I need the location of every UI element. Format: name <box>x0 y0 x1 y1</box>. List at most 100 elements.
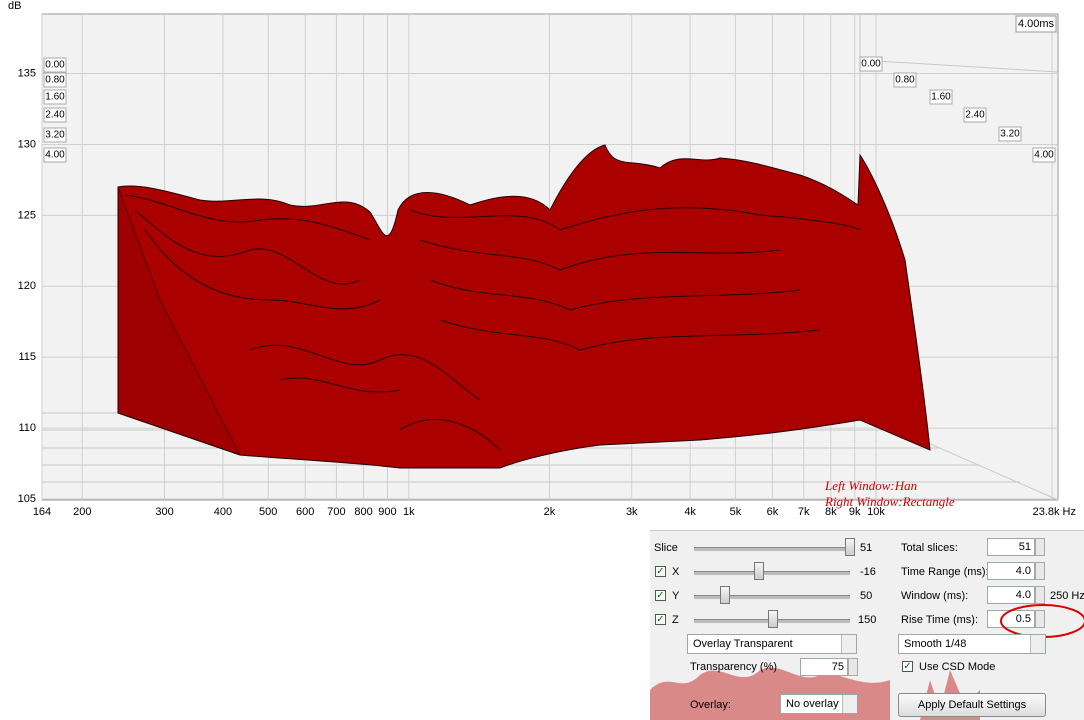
slider-track <box>694 571 850 575</box>
time-tick-label: 3.20 <box>1000 129 1020 140</box>
x-tick-label: 8k <box>825 506 837 518</box>
slider[interactable] <box>845 538 855 556</box>
checkbox[interactable]: ✓ <box>655 590 666 601</box>
y-tick-label: 120 <box>18 280 36 292</box>
annotation: Left Window:Han <box>824 478 917 493</box>
input[interactable]: 4.0 <box>987 586 1035 604</box>
time-tick-label: 2.40 <box>45 110 65 121</box>
y-unit: dB <box>8 0 21 12</box>
x-tick-label: 400 <box>214 506 232 518</box>
time-tick-label: 0.80 <box>45 75 65 86</box>
spinner[interactable] <box>848 658 858 676</box>
label: X <box>672 566 680 578</box>
time-tick-label: 0.80 <box>895 75 915 86</box>
x-tick-label: 4k <box>684 506 696 518</box>
value: 51 <box>860 542 873 554</box>
time-tick-box <box>43 107 67 123</box>
time-tick-box <box>963 107 987 123</box>
x-tick-label: 23.8k Hz <box>1033 506 1076 518</box>
x-tick-label: 800 <box>354 506 372 518</box>
label: Overlay: <box>690 699 731 711</box>
time-ticks: 0.00 0.00 0.80 0.80 1.60 1.60 2.40 2.40 3.20 3.20… <box>43 56 1056 163</box>
time-tick-box <box>893 72 917 88</box>
checkbox[interactable]: ✓ <box>655 566 666 577</box>
time-tick-box <box>929 89 953 105</box>
time-tick-box <box>43 57 67 73</box>
label: Rise Time (ms): <box>901 614 978 626</box>
button[interactable]: Apply Default Settings <box>898 693 1046 717</box>
waterfall-surface <box>117 144 931 469</box>
slider[interactable] <box>768 610 778 628</box>
checkbox[interactable]: ✓ <box>902 661 913 672</box>
controls-panel: Slice 51 ✓ X -16 ✓ Y 50 ✓ Z 150 Total sl… <box>650 530 1084 720</box>
time-tick-box <box>859 56 883 72</box>
time-tick-box <box>43 127 67 143</box>
input[interactable]: 51 <box>987 538 1035 556</box>
label: Window (ms): <box>901 590 969 602</box>
x-tick-label: 700 <box>327 506 345 518</box>
value: 150 <box>858 614 877 626</box>
x-tick-label: 6k <box>767 506 779 518</box>
time-tick-box <box>1032 147 1056 163</box>
time-tick-label: 0.00 <box>45 60 65 71</box>
x-tick-label: 5k <box>730 506 742 518</box>
dropdown[interactable]: Overlay Transparent <box>687 634 857 654</box>
input[interactable]: 0.5 <box>987 610 1035 628</box>
label: Transparency (%) <box>690 661 778 673</box>
dropdown[interactable]: No overlay <box>780 694 858 714</box>
spinner[interactable] <box>1035 562 1045 580</box>
x-tick-label: 9k <box>849 506 861 518</box>
slider[interactable] <box>754 562 764 580</box>
y-tick-label: 115 <box>18 351 36 363</box>
spinner[interactable] <box>1035 586 1045 604</box>
y-tick-label: 105 <box>18 493 36 505</box>
label: Z <box>672 614 679 626</box>
label: Use CSD Mode <box>919 661 996 673</box>
x-tick-label: 1k <box>403 506 415 518</box>
input[interactable]: 75 <box>800 658 848 676</box>
annotation: Right Window:Rectangle <box>824 494 955 509</box>
x-tick-label: 600 <box>296 506 314 518</box>
label: Time Range (ms): <box>901 566 989 578</box>
waterfall-plot: 0.00 0.00 0.80 0.80 1.60 1.60 2.40 2.40 3.20 3.20… <box>8 0 1076 518</box>
spinner[interactable] <box>1035 610 1045 628</box>
y-tick-label: 130 <box>18 138 36 150</box>
y-tick-label: 125 <box>18 209 36 221</box>
x-tick-label: 10k <box>867 506 885 518</box>
x-tick-label: 200 <box>73 506 91 518</box>
time-label-box <box>1015 15 1057 33</box>
slider[interactable] <box>720 586 730 604</box>
x-tick-label: 164 <box>33 506 51 518</box>
label: Y <box>672 590 680 602</box>
value: -16 <box>860 566 876 578</box>
slider-track <box>694 595 850 599</box>
value: 50 <box>860 590 873 602</box>
input[interactable]: 4.0 <box>987 562 1035 580</box>
x-tick-label: 7k <box>798 506 810 518</box>
x-tick-label: 900 <box>378 506 396 518</box>
x-tick-label: 500 <box>259 506 277 518</box>
time-tick-label: 1.60 <box>931 92 951 103</box>
time-tick-box <box>43 72 67 88</box>
dropdown[interactable]: Smooth 1/48 <box>898 634 1046 654</box>
spinner[interactable] <box>1035 538 1045 556</box>
time-tick-box <box>998 126 1022 142</box>
x-tick-label: 2k <box>544 506 556 518</box>
slider-track <box>694 547 850 551</box>
time-label: 4.00ms <box>1018 18 1055 30</box>
time-tick-label: 2.40 <box>965 110 985 121</box>
time-tick-box <box>43 147 67 163</box>
label: Total slices: <box>901 542 958 554</box>
time-tick-label: 0.00 <box>861 59 881 70</box>
y-tick-label: 110 <box>18 422 36 434</box>
checkbox[interactable]: ✓ <box>655 614 666 625</box>
time-tick-label: 1.60 <box>45 92 65 103</box>
time-tick-label: 3.20 <box>45 130 65 141</box>
time-tick-label: 4.00 <box>45 150 65 161</box>
label: 250 Hz <box>1050 590 1084 602</box>
label: Slice <box>654 542 678 554</box>
x-tick-label: 3k <box>626 506 638 518</box>
y-tick-label: 135 <box>18 67 36 79</box>
x-tick-label: 300 <box>155 506 173 518</box>
